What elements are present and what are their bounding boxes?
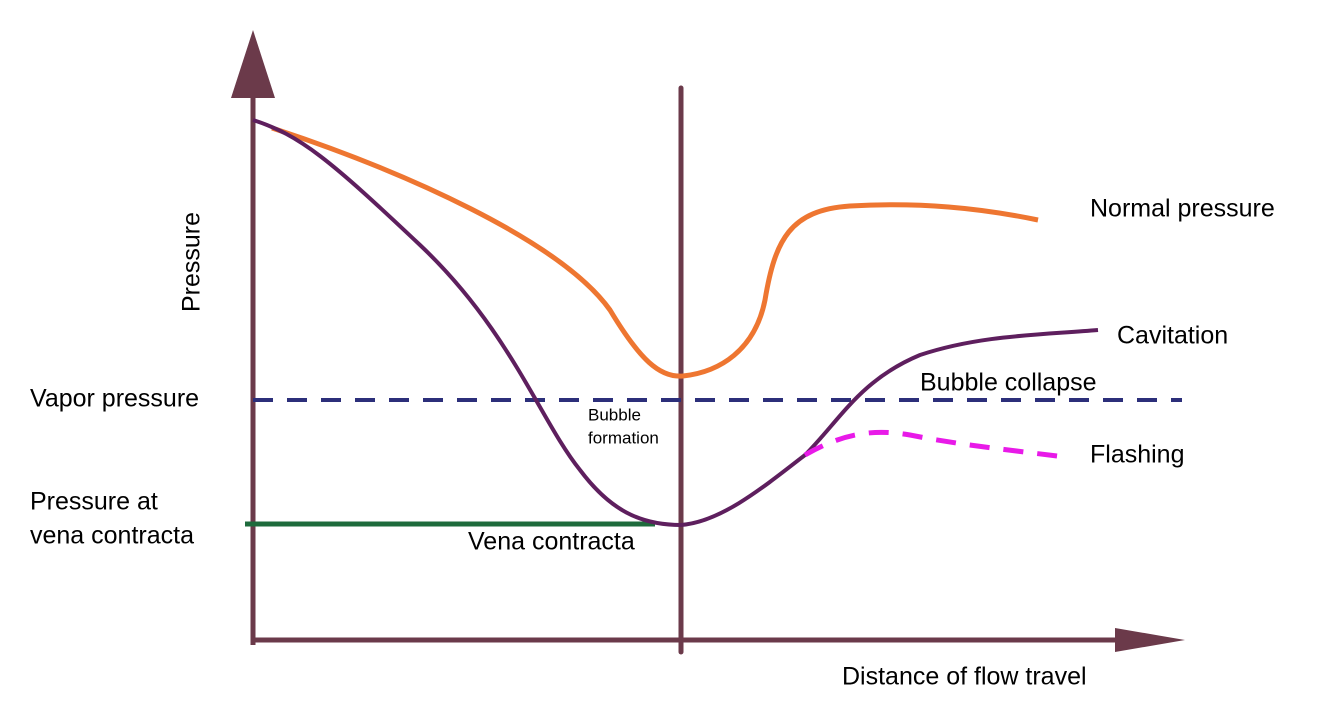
- curve-label: Bubble collapse: [920, 369, 1097, 397]
- y-axis-label: Pressure: [178, 212, 206, 312]
- normal-curve: [271, 125, 1039, 379]
- curve-label: Flashing: [1090, 441, 1185, 469]
- level-label: vena contracta: [30, 522, 194, 550]
- annotation: Bubble: [588, 405, 641, 424]
- level-label: Pressure at: [30, 488, 158, 516]
- x-arrow: [1115, 628, 1185, 652]
- annotation: formation: [588, 428, 659, 447]
- cavitation-curve: [252, 118, 1099, 528]
- annotation: Vena contracta: [468, 528, 635, 556]
- y-arrow: [231, 30, 275, 98]
- x-axis-label: Distance of flow travel: [842, 663, 1087, 691]
- flashing-curve: [803, 429, 1066, 460]
- curve-label: Normal pressure: [1090, 195, 1275, 223]
- level-label: Vapor pressure: [30, 385, 199, 413]
- curve-label: Cavitation: [1117, 322, 1228, 350]
